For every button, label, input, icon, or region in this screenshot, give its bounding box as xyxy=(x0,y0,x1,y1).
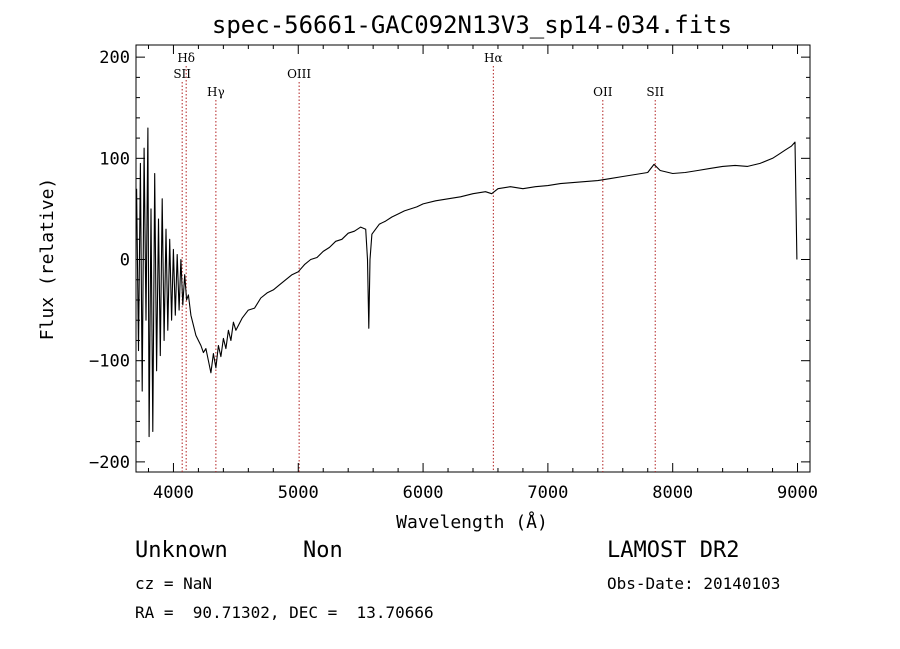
x-tick-label: 4000 xyxy=(153,483,194,503)
y-tick-label: 100 xyxy=(99,149,130,169)
emission-line-label: OIII xyxy=(287,67,311,81)
x-tick-label: 7000 xyxy=(527,483,568,503)
x-tick-label: 8000 xyxy=(652,483,693,503)
emission-line-label: Hδ xyxy=(177,51,195,65)
spectral-class: Unknown xyxy=(135,538,228,563)
x-tick-label: 5000 xyxy=(278,483,319,503)
x-tick-label: 9000 xyxy=(777,483,818,503)
y-axis-ticks: −200 −100 0 100 200 xyxy=(89,48,810,473)
redshift-readout: cz = NaN xyxy=(135,574,213,593)
spectrum-line-0 xyxy=(136,127,798,438)
plot-frame xyxy=(135,44,811,473)
chart-title: spec-56661-GAC092N13V3_sp14-034.fits xyxy=(212,11,732,39)
coordinates: RA = 90.71302, DEC = 13.70666 xyxy=(135,603,434,622)
y-axis-label: Flux (relative) xyxy=(37,178,58,341)
emission-line-label: OII xyxy=(593,85,613,99)
spectral-subclass: Non xyxy=(303,538,343,563)
spectrum-series xyxy=(136,127,798,438)
emission-line-label: Hγ xyxy=(207,85,225,99)
x-axis-ticks: 4000 5000 6000 7000 8000 9000 xyxy=(147,45,818,503)
y-tick-label: −200 xyxy=(89,453,130,473)
x-axis-label: Wavelength (Å) xyxy=(396,511,548,533)
observation-date: Obs-Date: 20140103 xyxy=(607,574,781,593)
x-tick-label: 6000 xyxy=(403,483,444,503)
emission-line-markers: Hδ SII Hγ OIII Hα OII SII xyxy=(173,51,664,472)
y-tick-label: −100 xyxy=(89,352,130,372)
emission-line-label: SII xyxy=(646,85,664,99)
y-tick-label: 200 xyxy=(99,48,130,68)
emission-line-label: Hα xyxy=(484,51,503,65)
y-tick-label: 0 xyxy=(120,251,130,271)
emission-line-label: SII xyxy=(173,67,191,81)
survey-release: LAMOST DR2 xyxy=(607,538,740,563)
